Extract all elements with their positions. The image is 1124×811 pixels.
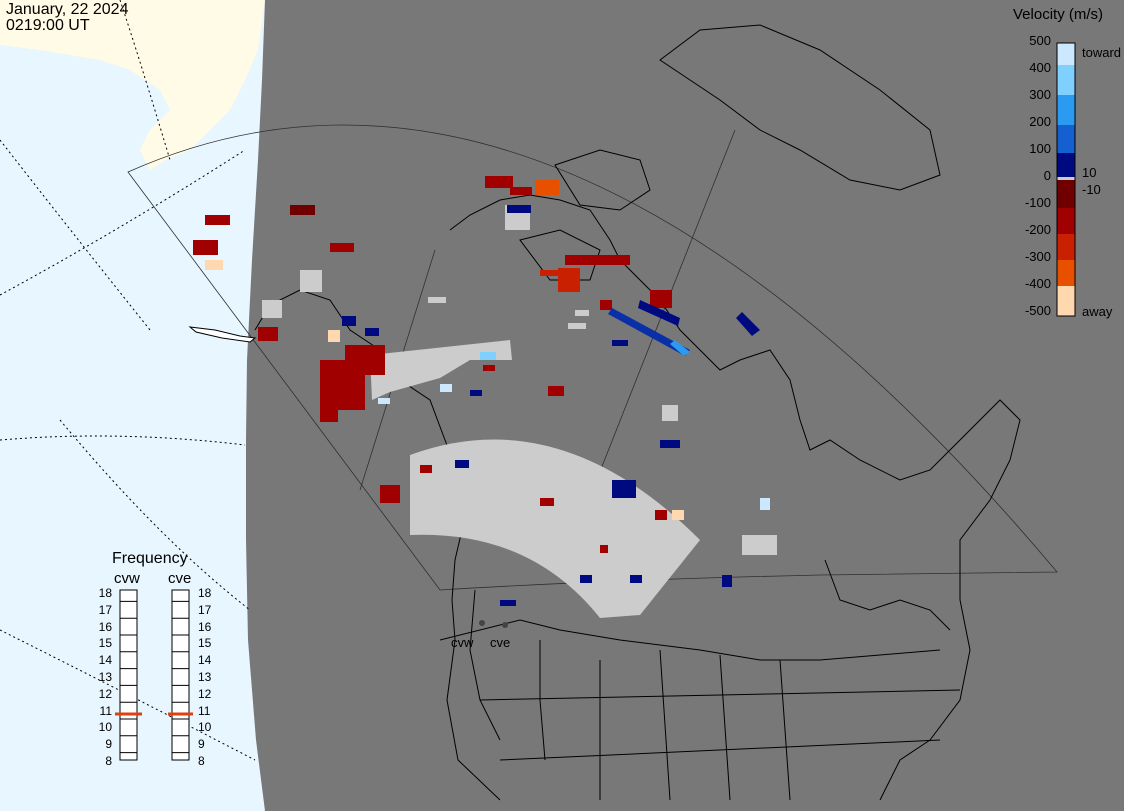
island xyxy=(188,326,257,343)
time-label: 0219:00 UT xyxy=(6,17,90,34)
frequency-scale-label-left: 13 xyxy=(98,670,112,684)
site-label-cvw: cvw xyxy=(451,635,474,650)
colorbar-band-minus200 xyxy=(1057,208,1075,234)
colorbar-band-minus400 xyxy=(1057,260,1075,286)
colorbar-ground-scatter xyxy=(1057,177,1075,180)
frequency-scale-label-left: 10 xyxy=(98,720,112,735)
frequency-scale-label-left: 9 xyxy=(105,737,112,752)
colorbar-band-100 xyxy=(1057,153,1075,177)
colorbar-tick-label: 100 xyxy=(1029,141,1051,156)
frequency-scale-label-right: 11 xyxy=(198,703,211,718)
frequency-scale-label-right: 18 xyxy=(198,586,212,600)
away-returns xyxy=(193,176,684,553)
colorbar-tick-label: -500 xyxy=(1024,303,1051,318)
frequency-scale-label-right: 15 xyxy=(198,636,212,651)
gauge-cvw xyxy=(119,589,138,761)
colorbar-inner-tick-minus10: -10 xyxy=(1082,182,1101,197)
frequency-gauges xyxy=(115,589,193,761)
frequency-scale-label-left: 18 xyxy=(98,586,112,600)
toward-returns xyxy=(342,205,770,606)
colorbar-tick-label: -200 xyxy=(1024,222,1051,237)
date-label: January, 22 2024 xyxy=(6,1,129,18)
frequency-scale-label-left: 12 xyxy=(98,686,112,701)
colorbar-tick-label: 500 xyxy=(1029,33,1051,48)
frequency-scale-label-left: 15 xyxy=(98,636,112,651)
colorbar-band-minus100 xyxy=(1057,180,1075,208)
gauge-cve xyxy=(171,589,190,761)
colorbar-tick-label: -400 xyxy=(1024,276,1051,291)
colorbar-frame xyxy=(1056,42,1076,317)
colorbar-tick-label: 300 xyxy=(1029,87,1051,102)
site-cvw-marker xyxy=(479,620,485,626)
colorbar-tick-label: 0 xyxy=(1043,168,1051,183)
colorbar-tick-label: -300 xyxy=(1024,249,1051,264)
frequency-scale-label-left: 14 xyxy=(98,653,112,668)
colorbar-tick-label: 200 xyxy=(1029,114,1051,129)
frequency-scale-label-right: 14 xyxy=(198,653,212,668)
radar-label-cve: cve xyxy=(168,570,192,587)
colorbar-title: Velocity (m/s) xyxy=(1013,6,1104,23)
colorbar-band-200 xyxy=(1057,125,1075,153)
frequency-scale-label-left: 16 xyxy=(98,619,112,634)
colorbar-away-label: away xyxy=(1082,304,1113,319)
frequency-marker-cve xyxy=(168,712,193,716)
frequency-scale-label-left: 8 xyxy=(105,754,112,768)
colorbar-toward-label: toward xyxy=(1082,45,1122,60)
colorbar-inner-tick-10: 10 xyxy=(1082,165,1097,180)
colorbar-band-300 xyxy=(1057,95,1075,125)
frequency-scale-label-left: 17 xyxy=(98,602,112,617)
frequency-scale-label-right: 17 xyxy=(198,602,212,617)
land-region xyxy=(246,0,1124,811)
colorbar-band-minus300 xyxy=(1057,234,1075,260)
frequency-scale-label-right: 16 xyxy=(198,619,212,634)
site-cve-marker xyxy=(502,622,508,628)
graticule xyxy=(0,0,256,761)
velocity-colorbar xyxy=(1056,42,1076,317)
colorbar-band-400 xyxy=(1057,65,1075,95)
frequency-scale-label-left: 11 xyxy=(99,703,112,718)
daylight-land xyxy=(0,0,265,170)
gauge-ticks xyxy=(120,600,189,754)
frequency-scale-label-right: 10 xyxy=(198,720,212,735)
frequency-marker-cvw xyxy=(115,712,142,716)
radar-label-cvw: cvw xyxy=(114,570,140,587)
frequency-title: Frequency xyxy=(112,550,188,567)
frequency-scale-label-right: 12 xyxy=(198,686,212,701)
colorbar-band-500 xyxy=(1057,43,1075,65)
colorbar-tick-label: 400 xyxy=(1029,60,1051,75)
frequency-scale-label-right: 8 xyxy=(198,754,205,768)
colorbar-band-minus500 xyxy=(1057,286,1075,316)
frequency-scale-label-right: 9 xyxy=(198,737,205,752)
colorbar-tick-label: -100 xyxy=(1024,195,1051,210)
frequency-scale-label-right: 13 xyxy=(198,670,212,684)
site-label-cve: cve xyxy=(490,635,511,650)
